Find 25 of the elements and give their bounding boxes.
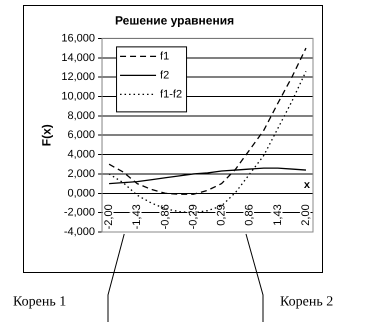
y-tick-label: 12,000 [61,71,96,84]
y-axis-title: F(x) [40,124,54,146]
text: Корень 2 [280,294,334,310]
y-tick-label: 2,000 [68,168,96,180]
chart-title: Решение уравнения [114,14,234,28]
y-tick-label: 0,000 [68,187,96,200]
y-tick-label: 4,000 [68,148,96,161]
y-tick-label: 16,000 [61,32,96,44]
y-tick-label: -4,000 [64,226,96,238]
x-tick-label: 0,86 [244,204,256,226]
x-tick-label: 2,00 [300,204,312,226]
text: Корень 1 [13,294,66,310]
y-tick-label: 6,000 [68,129,96,142]
y-tick-label: 8,000 [68,110,96,122]
legend-label: f1-f2 [160,88,182,100]
x-axis-title: x [304,178,311,191]
legend-label: f2 [160,69,170,82]
y-tick-label: 14,000 [61,52,96,64]
y-tick-label: -2,000 [64,206,96,219]
x-tick-label: 0,29 [216,204,228,226]
x-tick-label: -0,29 [187,204,200,230]
x-tick-label: -0,86 [159,204,172,230]
legend-label: f1 [160,50,170,62]
x-tick-label: -2,00 [103,204,116,230]
y-tick-label: 10,000 [61,90,96,103]
